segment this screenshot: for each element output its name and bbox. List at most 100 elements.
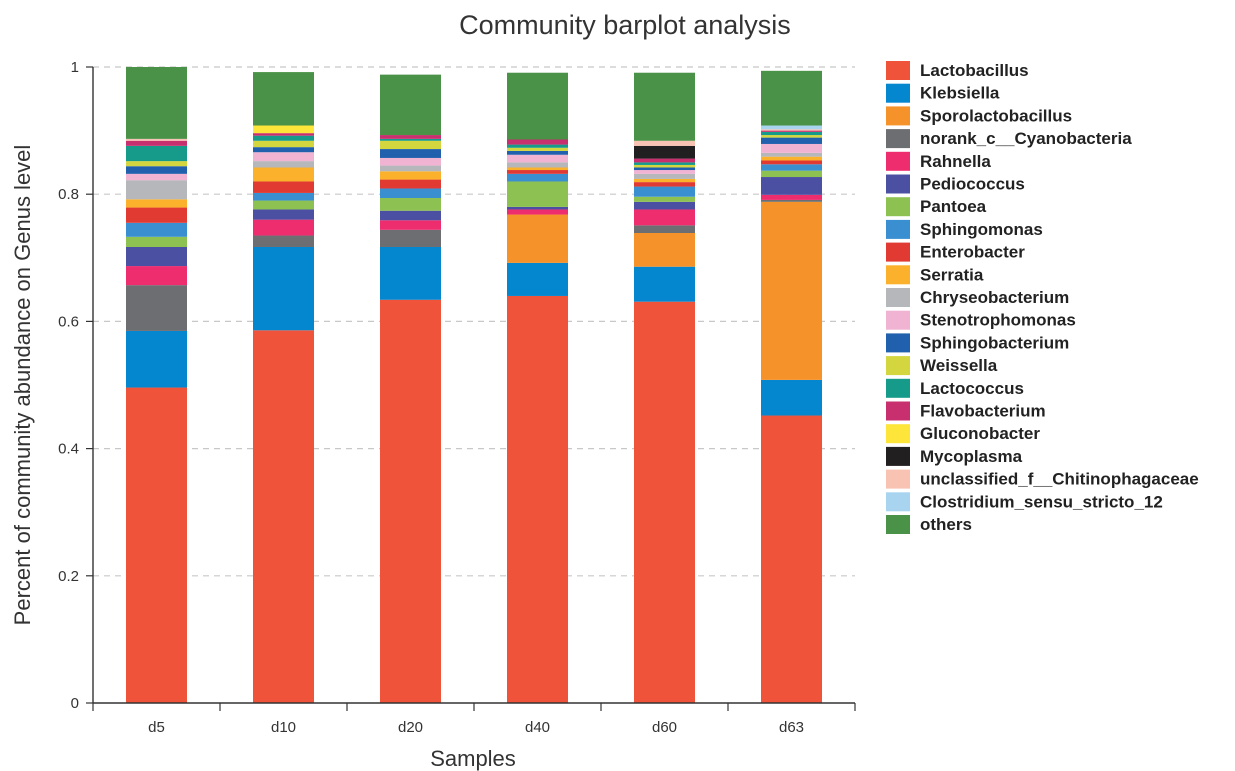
bar-segment bbox=[380, 74, 441, 136]
bar-segment bbox=[126, 236, 187, 247]
bar-segment bbox=[126, 285, 187, 331]
bar-segment bbox=[761, 194, 822, 200]
legend-swatch bbox=[886, 469, 910, 489]
legend-label: others bbox=[920, 515, 972, 534]
legend-swatch bbox=[886, 378, 910, 398]
legend-label: Clostridium_sensu_stricto_12 bbox=[920, 492, 1163, 511]
bar-segment bbox=[126, 246, 187, 267]
bar-segment bbox=[761, 131, 822, 136]
bar-segment bbox=[507, 72, 568, 140]
bar-segment bbox=[634, 266, 695, 302]
legend-swatch bbox=[886, 401, 910, 421]
legend-swatch bbox=[886, 197, 910, 217]
legend-label: Gluconobacter bbox=[920, 424, 1040, 443]
bar-segment bbox=[380, 165, 441, 172]
bar-segment bbox=[761, 160, 822, 165]
legend-swatch bbox=[886, 424, 910, 444]
bar-segment bbox=[507, 167, 568, 171]
legend-swatch bbox=[886, 219, 910, 239]
bar-segment bbox=[253, 330, 314, 703]
bar-segment bbox=[634, 182, 695, 187]
y-axis-label: Percent of community abundance on Genus … bbox=[10, 145, 35, 626]
legend-label: Enterobacter bbox=[920, 243, 1025, 262]
bar-segment bbox=[380, 210, 441, 221]
bar-segment bbox=[126, 145, 187, 162]
bar-segment bbox=[507, 154, 568, 163]
x-tick-label: d40 bbox=[525, 719, 550, 736]
bar-segment bbox=[253, 219, 314, 236]
bar-segment bbox=[634, 167, 695, 171]
legend-swatch bbox=[886, 446, 910, 466]
bar-segment bbox=[634, 301, 695, 703]
bar-segment bbox=[380, 157, 441, 166]
legend-label: Pediococcus bbox=[920, 175, 1025, 194]
bar-segment bbox=[253, 167, 314, 182]
bar-segment bbox=[253, 192, 314, 201]
bar-segment bbox=[380, 138, 441, 141]
bar-segment bbox=[761, 199, 822, 202]
legend-swatch bbox=[886, 515, 910, 534]
bar-segment bbox=[126, 207, 187, 223]
bar-segment bbox=[507, 206, 568, 210]
bar-segment bbox=[634, 162, 695, 165]
bar-segment bbox=[507, 147, 568, 151]
axes bbox=[86, 66, 856, 711]
bar-segment bbox=[634, 158, 695, 163]
bar-segment bbox=[761, 415, 822, 703]
legend-label: Serratia bbox=[920, 265, 984, 284]
bar-segment bbox=[634, 164, 695, 168]
bar-segment bbox=[507, 162, 568, 168]
bar-segment bbox=[761, 129, 822, 131]
legend-swatch bbox=[886, 288, 910, 307]
bar-segment bbox=[507, 150, 568, 155]
legend-label: Pantoea bbox=[920, 197, 987, 216]
bar-segment bbox=[634, 170, 695, 174]
legend-swatch bbox=[886, 333, 910, 353]
bar-segment bbox=[634, 225, 695, 233]
legend-label: Stenotrophomonas bbox=[920, 311, 1076, 330]
bar-segment bbox=[126, 387, 187, 703]
bar-segment bbox=[126, 222, 187, 237]
bar-segment bbox=[126, 173, 187, 181]
bar-segment bbox=[253, 147, 314, 153]
bar-segment bbox=[507, 214, 568, 263]
bar-segment bbox=[380, 220, 441, 230]
x-tick-label: d60 bbox=[652, 719, 677, 736]
bar-segment bbox=[380, 188, 441, 199]
tick-labels: 0 0.2 0.4 0.6 0.8 1 d5 d10 d20 d40 d60 d63 bbox=[58, 59, 804, 736]
bar-segment bbox=[253, 181, 314, 193]
legend-label: Klebsiella bbox=[920, 84, 1000, 103]
legend-swatch bbox=[886, 129, 910, 149]
chart-title: Community barplot analysis bbox=[459, 10, 791, 40]
bar-segment bbox=[761, 379, 822, 416]
bar-segment bbox=[507, 295, 568, 703]
bar-segment bbox=[634, 72, 695, 141]
bar-segment bbox=[634, 209, 695, 226]
bar-segment bbox=[253, 140, 314, 148]
bar-segment bbox=[126, 161, 187, 167]
bar-segment bbox=[380, 246, 441, 300]
bar-segment bbox=[507, 173, 568, 182]
legend-swatch bbox=[886, 61, 910, 80]
legend-swatch bbox=[886, 492, 910, 512]
legend-swatch bbox=[886, 151, 910, 171]
bar-segment bbox=[507, 181, 568, 207]
legend-label: Flavobacterium bbox=[920, 402, 1046, 421]
bar-segment bbox=[126, 138, 187, 141]
bar-segment bbox=[380, 135, 441, 139]
legend-label: Rahnella bbox=[920, 152, 991, 171]
bar-segment bbox=[380, 171, 441, 180]
bar-segment bbox=[126, 330, 187, 388]
legend-swatch bbox=[886, 242, 910, 262]
bar-segment bbox=[507, 209, 568, 215]
legend-swatch bbox=[886, 106, 910, 126]
legend-label: Chryseobacterium bbox=[920, 288, 1069, 307]
bar-segment bbox=[634, 140, 695, 146]
bar-segment bbox=[253, 133, 314, 136]
bar-segment bbox=[126, 140, 187, 146]
bar-segment bbox=[380, 198, 441, 211]
bar-segment bbox=[761, 125, 822, 130]
y-tick-label: 0.4 bbox=[58, 441, 79, 458]
bar-segment bbox=[634, 186, 695, 197]
